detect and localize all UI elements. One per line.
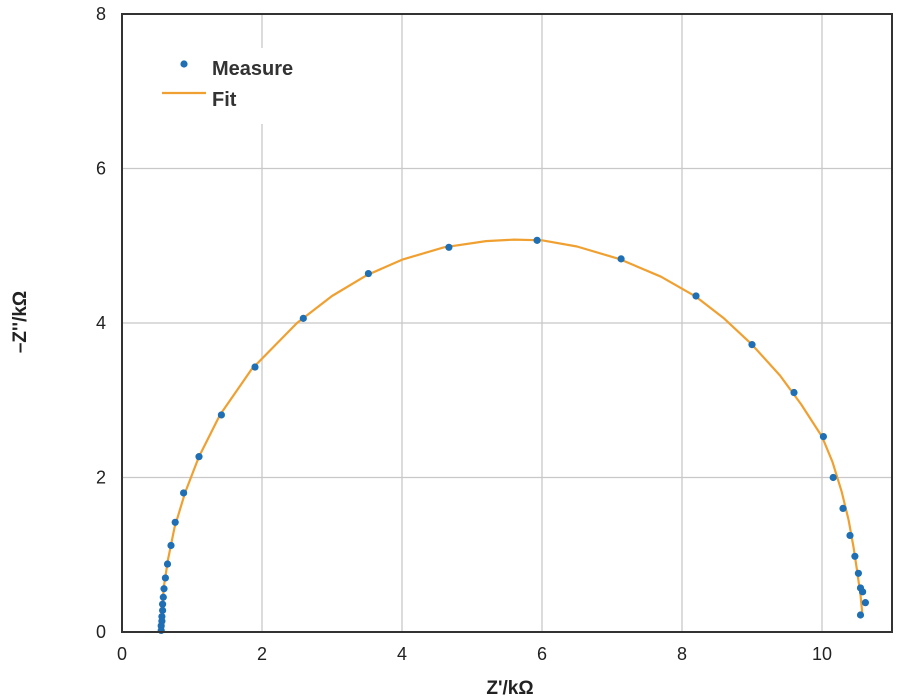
measure-point-3 [158, 612, 166, 621]
measure-point-7 [160, 585, 168, 593]
plot-frame [121, 13, 893, 633]
plot-border [121, 13, 893, 633]
measure-series [157, 236, 870, 635]
y-tick-label-2: 4 [96, 313, 106, 333]
measure-point-27 [846, 531, 854, 540]
x-tick-label-3: 6 [537, 644, 547, 664]
legend-background [150, 48, 345, 124]
legend-measure-label: Measure [212, 58, 293, 80]
measure-point-31 [859, 588, 867, 596]
measure-point-25 [829, 473, 837, 482]
tick-labels: 0 2 4 6 8 10 0 2 4 6 8 [96, 4, 832, 664]
measure-point-18 [445, 243, 453, 251]
measure-point-10 [167, 541, 175, 550]
x-tick-label-1: 2 [257, 644, 267, 664]
x-tick-label-0: 0 [117, 644, 127, 664]
x-tick-label-5: 10 [812, 644, 832, 664]
measure-point-4 [159, 606, 167, 614]
measure-point-17 [364, 269, 372, 278]
measure-point-29 [854, 569, 863, 577]
measure-point-24 [819, 432, 828, 441]
fit-line [160, 238, 864, 633]
measure-point-16 [299, 314, 307, 322]
x-tick-label-4: 8 [677, 644, 687, 664]
measure-point-26 [839, 504, 847, 512]
measure-point-23 [790, 388, 798, 397]
legend: Measure Fit [150, 48, 345, 124]
y-axis-label: –Z''/kΩ [10, 291, 31, 353]
y-tick-label-0: 0 [96, 622, 106, 642]
grid [122, 14, 892, 632]
legend-measure-marker [180, 60, 188, 68]
measure-point-6 [159, 593, 167, 601]
measure-point-22 [748, 341, 756, 349]
measure-point-20 [617, 255, 625, 263]
measure-point-33 [856, 611, 865, 619]
measure-point-32 [861, 599, 870, 607]
measure-point-9 [163, 560, 172, 568]
measure-point-12 [180, 489, 188, 497]
measure-point-14 [217, 411, 225, 419]
legend-fit-label: Fit [212, 89, 237, 111]
y-tick-label-4: 8 [96, 4, 106, 24]
measure-point-13 [195, 453, 203, 461]
measure-point-8 [161, 574, 169, 582]
fit-series [160, 238, 864, 633]
measure-point-15 [251, 363, 259, 371]
measure-point-11 [171, 518, 179, 526]
measure-point-19 [533, 236, 541, 244]
y-tick-label-1: 2 [96, 468, 106, 488]
y-tick-label-3: 6 [96, 159, 106, 179]
measure-point-5 [159, 600, 167, 608]
measure-point-21 [692, 292, 700, 300]
measure-point-28 [851, 552, 859, 560]
x-axis-label: Z'/kΩ [486, 678, 533, 699]
x-tick-label-2: 4 [397, 644, 407, 664]
